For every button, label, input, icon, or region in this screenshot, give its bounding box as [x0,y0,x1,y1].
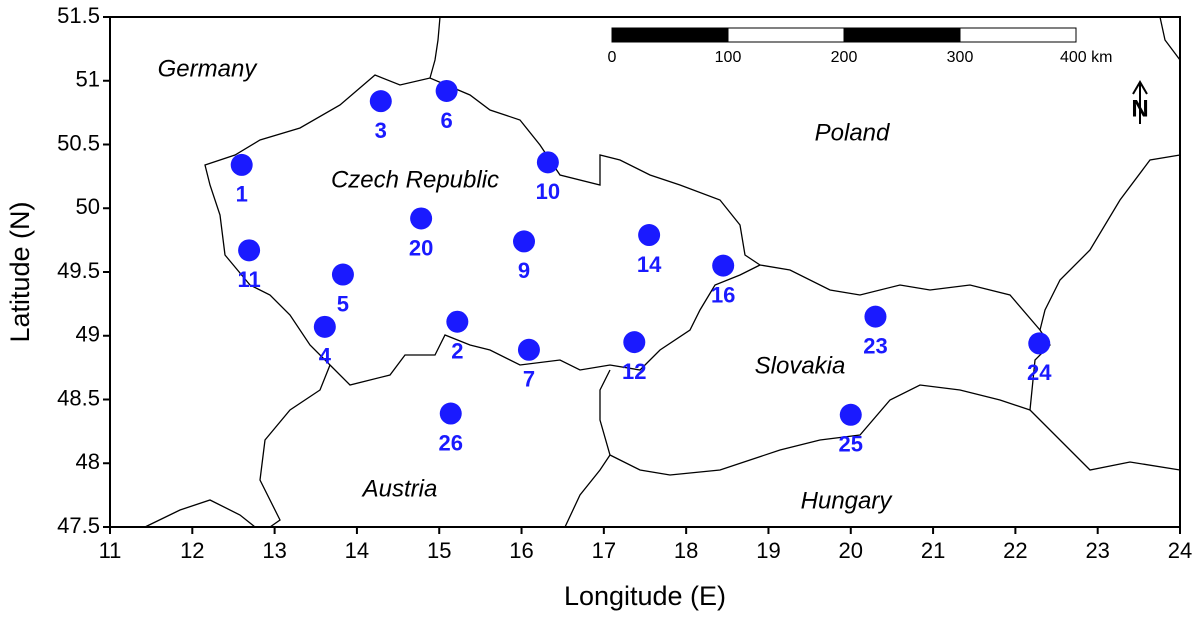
station-dot [712,254,735,277]
y-axis-title: Latitude (N) [5,201,35,342]
scale-bar-segment [959,27,1077,43]
scale-bar-segment [611,27,729,43]
y-tick-label: 50 [76,194,100,219]
scale-bar-label: 100 [715,49,742,66]
station-label: 3 [375,118,387,143]
station-label: 1 [236,182,248,207]
x-tick-label: 18 [674,538,698,563]
station-dot [513,230,536,253]
station-label: 10 [536,179,560,204]
x-tick-label: 22 [1003,538,1027,563]
y-tick-label: 48 [76,449,100,474]
country-label: Austria [361,475,438,502]
x-tick-label: 11 [99,538,122,563]
austria-hungary-border [564,454,611,528]
station-label: 16 [711,282,735,307]
country-label: Czech Republic [331,166,499,193]
station-dot [439,402,462,425]
station-label: 4 [319,344,332,369]
station-dot [238,239,261,262]
y-tick-label: 51 [76,67,100,92]
x-tick-label: 20 [839,538,863,563]
slovakia-border [599,264,1051,476]
station-dot [536,151,559,174]
station-dot [839,403,862,426]
y-tick-label: 48.5 [57,385,100,410]
station-label: 11 [237,267,260,292]
north-arrow: N [1131,80,1149,124]
x-tick-label: 19 [756,538,780,563]
station-dot [446,310,469,333]
station-dot [313,315,336,338]
country-label: Poland [815,119,890,146]
scale-bar-segment [727,27,845,43]
station-dot [623,331,646,354]
hungary-east-border [1029,409,1181,471]
x-tick-label: 24 [1168,538,1192,563]
station-dot [517,338,540,361]
x-tick-label: 13 [262,538,286,563]
station-label: 12 [622,359,646,384]
x-tick-label: 23 [1085,538,1109,563]
x-tick-label: 15 [427,538,451,563]
station-dot [369,90,392,113]
country-label: Hungary [801,487,894,514]
x-tick-label: 12 [180,538,204,563]
station-label: 7 [523,367,535,392]
czech-border [204,74,762,386]
y-tick-label: 49.5 [57,258,100,283]
station-label: 9 [518,258,530,283]
x-tick-label: 17 [592,538,616,563]
station-dot [864,305,887,328]
station-label: 23 [863,333,887,358]
scale-bar-segment [843,27,961,43]
station-dot [435,79,458,102]
sw-border [144,499,256,528]
north-label: N [1131,95,1148,122]
scale-bar-label: 0 [608,49,617,66]
poland-east-border [1039,154,1181,331]
x-tick-label: 14 [345,538,369,563]
station-label: 24 [1027,360,1052,385]
x-tick-label: 21 [921,538,945,563]
country-label: Slovakia [755,352,846,379]
germany-poland-border [429,16,441,79]
station-label: 25 [839,432,863,457]
station-dot [1028,332,1051,355]
station-label: 2 [451,339,463,364]
scale-bar-label: 200 [831,49,858,66]
station-dot [410,207,433,230]
station-label: 20 [409,235,433,260]
station-dot [331,263,354,286]
x-tick-label: 16 [509,538,533,563]
station-label: 5 [337,291,349,316]
y-tick-label: 50.5 [57,130,100,155]
borders [144,16,1181,528]
station-label: 26 [439,430,463,455]
country-label: Germany [158,55,259,82]
station-label: 6 [441,108,453,133]
coast-top-right [1159,16,1181,61]
austria-germany-border [259,364,331,528]
station-dot [230,153,253,176]
scale-bar-label: 400 km [1060,49,1112,66]
x-axis-title: Longitude (E) [564,581,726,611]
y-tick-label: 49 [76,322,100,347]
y-tick-label: 47.5 [57,513,100,538]
y-tick-label: 51.5 [57,3,100,28]
north-arrow-head [1132,80,1148,95]
station-label: 14 [637,252,662,277]
station-dot [638,224,661,247]
scale-bar-label: 300 [947,49,974,66]
